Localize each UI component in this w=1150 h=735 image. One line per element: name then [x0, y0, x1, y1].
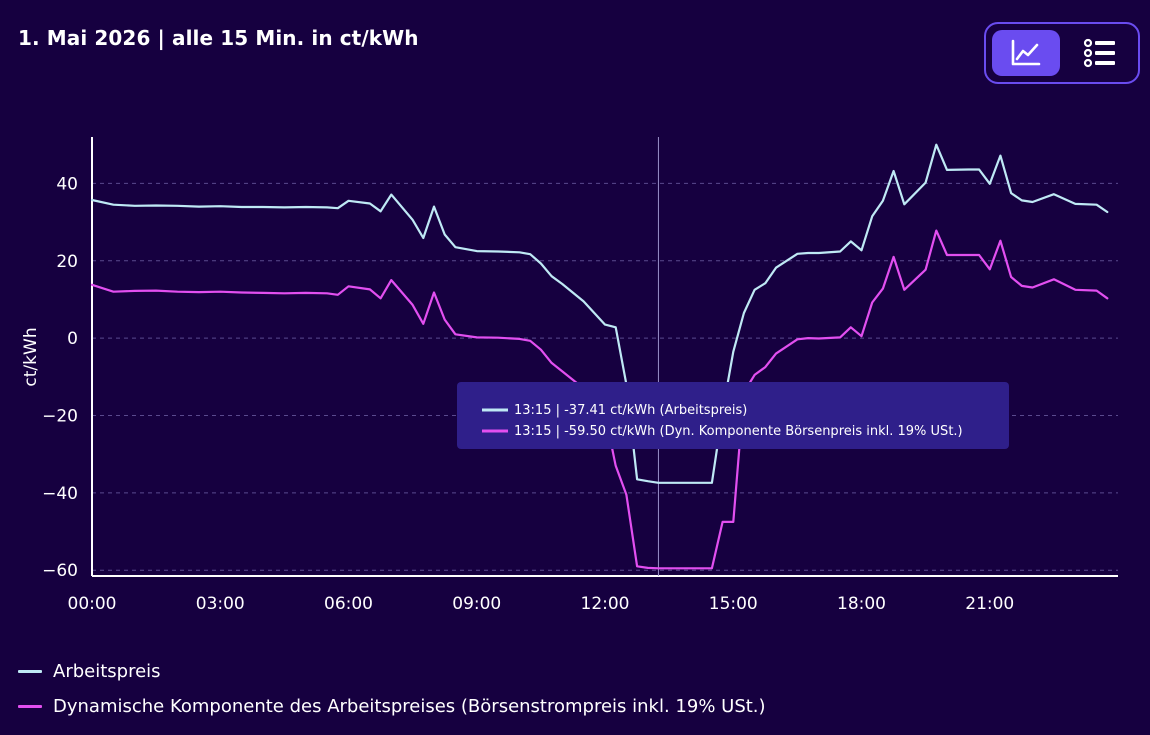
series-line-arbeitspreis [90, 143, 1109, 484]
grid-lines [92, 182, 1118, 571]
y-axis-title: ct/kWh [21, 327, 41, 386]
tooltip: 13:15 | -37.41 ct/kWh (Arbeitspreis) 13:… [457, 382, 1009, 449]
line-chart-icon [1011, 39, 1041, 66]
tooltip-line-arbeitspreis: 13:15 | -37.41 ct/kWh (Arbeitspreis) [514, 403, 747, 418]
x-tick-label: 03:00 [196, 594, 245, 614]
y-tick-label: −40 [42, 484, 78, 504]
tooltip-box [457, 382, 1009, 449]
price-chart[interactable]: 40 20 0 −20 −40 −60 00:00 03:00 06:00 09:00 12:00… [0, 0, 1150, 640]
tooltip-line-dynamisch: 13:15 | -59.50 ct/kWh (Dyn. Komponente B… [514, 424, 963, 439]
chart-view-button[interactable] [992, 30, 1060, 76]
y-tick-labels: 40 20 0 −20 −40 −60 [42, 174, 78, 581]
x-tick-label: 09:00 [452, 594, 501, 614]
series-line-dynamisch [90, 229, 1109, 570]
x-tick-label: 06:00 [324, 594, 373, 614]
legend: Arbeitspreis Dynamische Komponente des A… [18, 658, 766, 728]
page-title: 1. Mai 2026 | alle 15 Min. in ct/kWh [18, 26, 419, 50]
y-tick-label: 0 [67, 329, 78, 349]
legend-item-dynamisch[interactable]: Dynamische Komponente des Arbeitspreises… [18, 693, 766, 719]
legend-label: Dynamische Komponente des Arbeitspreises… [53, 695, 766, 717]
x-tick-label: 00:00 [68, 594, 117, 614]
y-tick-label: 20 [56, 252, 78, 272]
y-tick-label: 40 [56, 174, 78, 194]
x-tick-label: 12:00 [581, 594, 630, 614]
y-tick-label: −20 [42, 406, 78, 426]
y-tick-label: −60 [42, 561, 78, 581]
x-tick-label: 21:00 [965, 594, 1014, 614]
x-tick-label: 18:00 [837, 594, 886, 614]
list-view-button[interactable] [1066, 30, 1134, 76]
axes [91, 137, 1118, 577]
legend-swatch-arbeitspreis [18, 669, 42, 673]
list-icon [1083, 38, 1115, 68]
legend-swatch-dynamisch [18, 704, 42, 708]
x-tick-labels: 00:00 03:00 06:00 09:00 12:00 15:00 18:00 21:00 [68, 594, 1015, 614]
x-tick-label: 15:00 [709, 594, 758, 614]
legend-item-arbeitspreis[interactable]: Arbeitspreis [18, 658, 766, 684]
view-toggle [984, 22, 1140, 84]
series [90, 143, 1109, 570]
legend-label: Arbeitspreis [53, 660, 161, 682]
